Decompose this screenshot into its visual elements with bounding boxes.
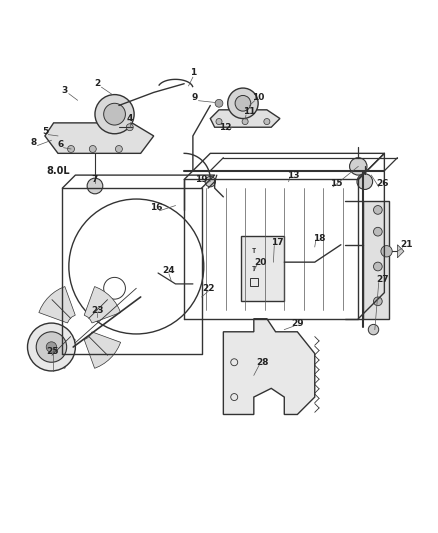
Text: 3: 3 (61, 86, 67, 95)
Text: 25: 25 (46, 347, 59, 356)
Text: 20: 20 (254, 257, 267, 266)
Text: 8: 8 (31, 138, 37, 147)
Text: 24: 24 (162, 266, 175, 276)
Text: 15: 15 (330, 179, 343, 188)
Polygon shape (39, 332, 75, 368)
Circle shape (89, 146, 96, 152)
Text: 23: 23 (91, 305, 103, 314)
Text: 16: 16 (150, 203, 162, 212)
Circle shape (216, 118, 222, 125)
Text: 12: 12 (219, 123, 232, 132)
Text: 26: 26 (376, 179, 389, 188)
Text: 6: 6 (57, 140, 63, 149)
Text: 13: 13 (287, 171, 299, 180)
Circle shape (46, 342, 57, 352)
Circle shape (116, 146, 122, 152)
Text: 28: 28 (256, 358, 269, 367)
Circle shape (67, 146, 74, 152)
Text: 19: 19 (195, 175, 208, 184)
Text: 4: 4 (127, 114, 133, 123)
Circle shape (374, 297, 382, 305)
Circle shape (242, 118, 248, 125)
Circle shape (28, 323, 75, 371)
Polygon shape (223, 319, 315, 415)
Circle shape (205, 176, 215, 187)
Circle shape (350, 158, 367, 175)
Text: 21: 21 (400, 240, 413, 249)
Polygon shape (210, 110, 280, 127)
Text: 29: 29 (291, 319, 304, 328)
Polygon shape (363, 201, 389, 319)
Polygon shape (241, 236, 284, 301)
Text: 27: 27 (376, 275, 389, 284)
Polygon shape (397, 245, 404, 258)
Circle shape (264, 118, 270, 125)
Text: 17: 17 (272, 238, 284, 247)
Circle shape (381, 246, 392, 257)
Text: 8.0L: 8.0L (46, 166, 70, 176)
Text: T: T (252, 248, 256, 254)
Circle shape (368, 325, 379, 335)
Circle shape (104, 103, 125, 125)
Circle shape (87, 178, 103, 194)
Circle shape (374, 206, 382, 214)
Text: 9: 9 (192, 93, 198, 102)
Bar (251, 278, 258, 286)
Circle shape (95, 94, 134, 134)
Circle shape (374, 262, 382, 271)
Polygon shape (45, 123, 154, 154)
Circle shape (235, 95, 251, 111)
Text: 7: 7 (92, 175, 98, 184)
Circle shape (357, 174, 373, 189)
Text: 2: 2 (94, 79, 100, 88)
Text: 1: 1 (190, 68, 196, 77)
Text: 18: 18 (313, 233, 325, 243)
Polygon shape (84, 332, 120, 368)
Circle shape (126, 124, 133, 131)
Circle shape (36, 332, 67, 362)
Circle shape (215, 99, 223, 107)
Text: 5: 5 (42, 127, 48, 136)
Text: 11: 11 (243, 108, 256, 117)
Polygon shape (84, 287, 120, 323)
Circle shape (228, 88, 258, 118)
Text: 10: 10 (252, 93, 265, 102)
Polygon shape (39, 287, 75, 323)
Circle shape (374, 228, 382, 236)
Text: T: T (252, 266, 256, 272)
Text: 22: 22 (202, 284, 214, 293)
